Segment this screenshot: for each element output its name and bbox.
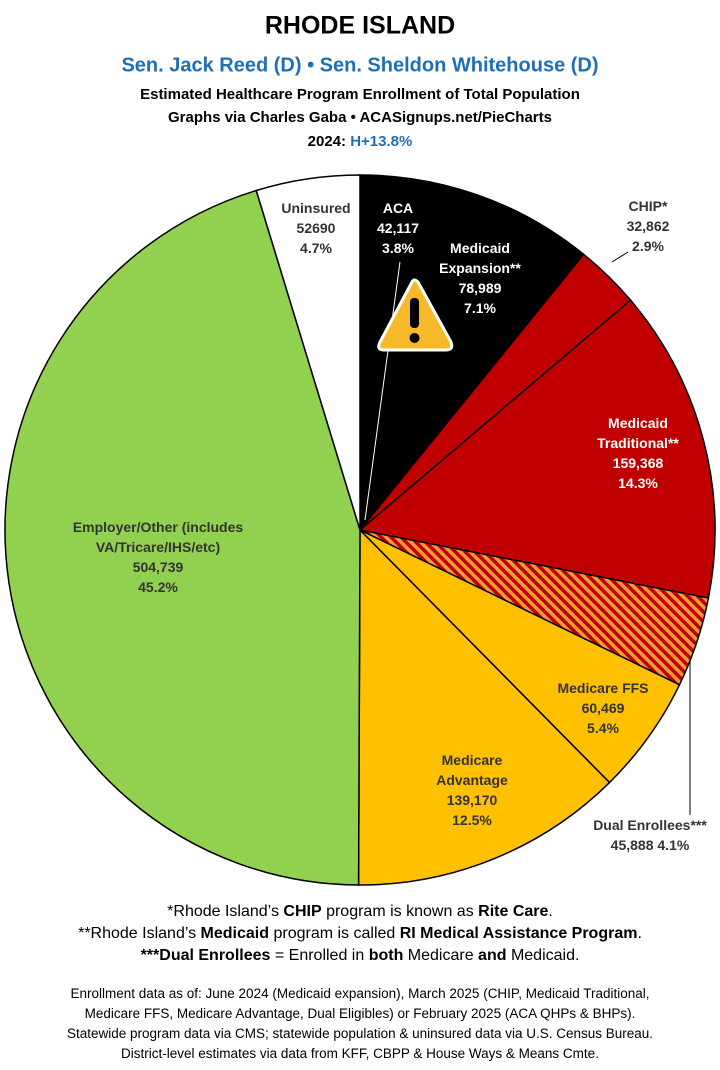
percent-label: 12.5% xyxy=(427,810,517,830)
slice-label: Medicaid Traditional**159,36814.3% xyxy=(583,413,693,493)
footnote-segment: *Rhode Island’s xyxy=(167,903,283,920)
value-row: 45,888 4.1% xyxy=(575,835,720,855)
source-note: Statewide program data via CMS; statewid… xyxy=(0,1026,720,1041)
category-label: Medicare Advantage xyxy=(427,750,517,790)
value-label: 504,739 xyxy=(28,557,288,577)
category-label: Dual Enrollees*** xyxy=(575,815,720,835)
footnote: ***Dual Enrollees = Enrolled in both Med… xyxy=(0,947,720,965)
chart-subtitle: Sen. Jack Reed (D) • Sen. Sheldon Whiteh… xyxy=(121,54,598,76)
description: Estimated Healthcare Program Enrollment … xyxy=(140,86,580,103)
category-label: Medicare FFS xyxy=(548,678,658,698)
source-note: District-level estimates via data from K… xyxy=(0,1046,720,1061)
category-label: Medicaid Expansion** xyxy=(430,238,530,278)
footnote-segment: ***Dual Enrollees xyxy=(141,947,271,964)
percent-label: 7.1% xyxy=(430,298,530,318)
slice-label: CHIP*32,8622.9% xyxy=(608,196,688,256)
footnote-segment: . xyxy=(637,925,641,942)
percent-label: 14.3% xyxy=(583,473,693,493)
source-note: Enrollment data as of: June 2024 (Medica… xyxy=(0,986,720,1001)
value-label: 139,170 xyxy=(427,790,517,810)
year-label: 2024: xyxy=(308,133,346,150)
footnote-segment: = Enrolled in xyxy=(270,947,368,964)
footnote: *Rhode Island’s CHIP program is known as… xyxy=(0,903,720,921)
slice-label: Uninsured526904.7% xyxy=(271,198,361,258)
category-label: Medicaid Traditional** xyxy=(583,413,693,453)
percent-label: 4.1% xyxy=(657,837,689,853)
footnote-segment: RI Medical Assistance Program xyxy=(400,925,638,942)
value-label: 52690 xyxy=(271,218,361,238)
footnote-segment: Medicaid xyxy=(201,925,269,942)
value-label: 159,368 xyxy=(583,453,693,473)
slice-label: Medicaid Expansion**78,9897.1% xyxy=(430,238,530,318)
footnote-segment: **Rhode Island’s xyxy=(78,925,200,942)
value-label: 60,469 xyxy=(548,698,658,718)
percent-label: 5.4% xyxy=(548,718,658,738)
footnote-segment: both xyxy=(369,947,404,964)
value-label: 45,888 xyxy=(611,837,654,853)
slice-label: ACA42,1173.8% xyxy=(368,198,428,258)
percent-label: 45.2% xyxy=(28,577,288,597)
footnote-segment: Medicaid. xyxy=(507,947,580,964)
percent-label: 4.7% xyxy=(271,238,361,258)
footnote-segment: Medicare xyxy=(403,947,478,964)
slice-label: Employer/Other (includes VA/Tricare/IHS/… xyxy=(28,517,288,597)
category-label: Employer/Other (includes VA/Tricare/IHS/… xyxy=(28,517,288,557)
footnote-segment: program is known as xyxy=(322,903,479,920)
description: Graphs via Charles Gaba • ACASignups.net… xyxy=(168,109,552,126)
footnote-segment: CHIP xyxy=(283,903,321,920)
category-label: Uninsured xyxy=(271,198,361,218)
footnote-segment: . xyxy=(548,903,552,920)
value-label: 42,117 xyxy=(368,218,428,238)
footnote-segment: and xyxy=(478,947,506,964)
source-note: Medicare FFS, Medicare Advantage, Dual E… xyxy=(0,1006,720,1021)
percent-label: 2.9% xyxy=(608,236,688,256)
chart-title: RHODE ISLAND xyxy=(265,12,455,40)
category-label: CHIP* xyxy=(608,196,688,216)
footnote-segment: Rite Care xyxy=(478,903,548,920)
slice-label: Dual Enrollees***45,888 4.1% xyxy=(575,815,720,855)
partisan-lean: H+13.8% xyxy=(350,133,412,150)
value-label: 78,989 xyxy=(430,278,530,298)
slice-label: Medicare FFS60,4695.4% xyxy=(548,678,658,738)
footnote: **Rhode Island’s Medicaid program is cal… xyxy=(0,925,720,943)
value-label: 32,862 xyxy=(608,216,688,236)
slice-label: Medicare Advantage139,17012.5% xyxy=(427,750,517,830)
footnote-segment: program is called xyxy=(269,925,400,942)
year-line: 2024: H+13.8% xyxy=(308,133,413,150)
percent-label: 3.8% xyxy=(368,238,428,258)
category-label: ACA xyxy=(368,198,428,218)
